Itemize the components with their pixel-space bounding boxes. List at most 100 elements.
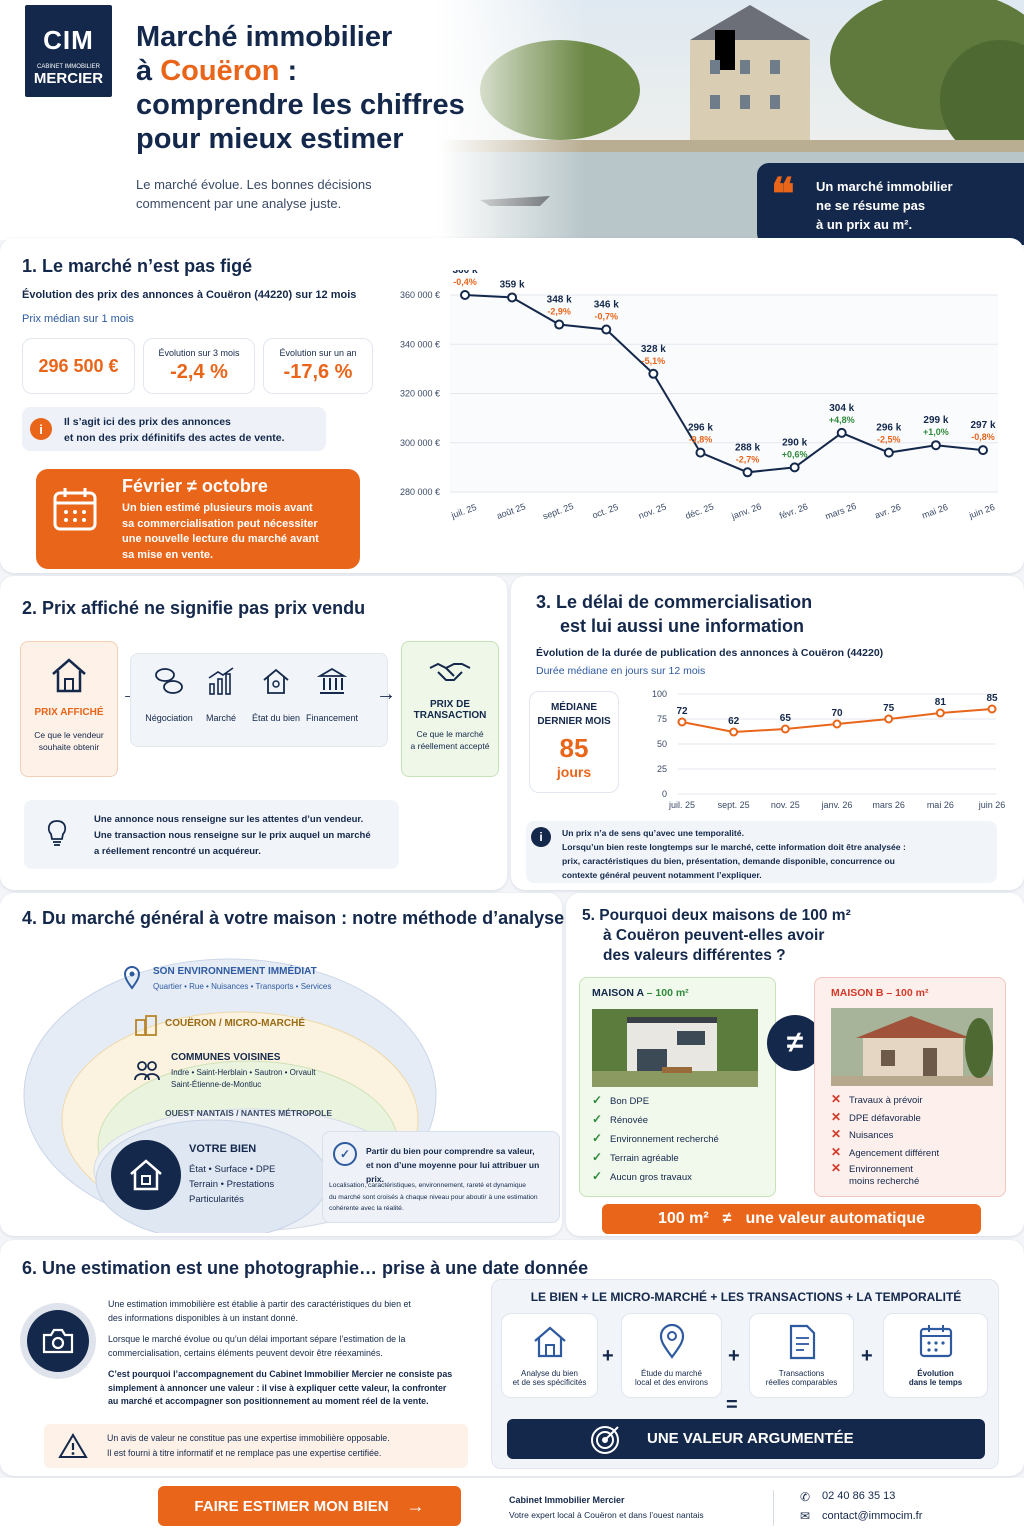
- x-tick-label: mai 26: [920, 502, 949, 521]
- change-label: +4,8%: [829, 415, 855, 425]
- change-label: -2,5%: [877, 435, 901, 445]
- x-tick-label: janv. 26: [729, 501, 762, 521]
- change-label: +1,0%: [923, 427, 949, 437]
- february-october-box: Février ≠ octobre Un bien estimé plusieu…: [36, 469, 360, 569]
- people-icon: [134, 1061, 160, 1081]
- x-tick-label: mars 26: [824, 501, 858, 522]
- info-icon: i: [531, 827, 551, 847]
- data-point: [507, 292, 518, 303]
- median-duration-box: MÉDIANE DERNIER MOIS 85 jours: [529, 691, 619, 793]
- section-6-title: 6. Une estimation est une photographie… …: [22, 1258, 589, 1278]
- formula-transactions-card: Transactions réelles comparables: [749, 1313, 854, 1398]
- property-condition-icon: [263, 668, 289, 694]
- data-point: [554, 319, 565, 330]
- company-name: Cabinet Immobilier Mercier: [509, 1495, 625, 1505]
- y-tick-label: 50: [657, 739, 667, 749]
- house-a-photo: [592, 1009, 758, 1087]
- check-icon: ✓: [592, 1112, 603, 1126]
- change-label: -5,1%: [642, 356, 666, 366]
- data-label: 85: [986, 693, 998, 704]
- data-label: 328 k: [641, 344, 666, 355]
- logo-mark: CIM: [43, 25, 94, 55]
- price-series-line: [464, 294, 984, 474]
- page-title: Marché immobilier à Couëron : comprendre…: [136, 21, 465, 155]
- x-tick-label: nov. 25: [637, 502, 668, 521]
- x-tick-label: janv. 26: [821, 800, 853, 810]
- data-label: 297 k: [970, 420, 995, 431]
- ring-metropole-title: OUEST NANTAIS / NANTES MÉTROPOLE: [165, 1108, 333, 1118]
- section-2-title: 2. Prix affiché ne signifie pas prix ven…: [22, 598, 366, 618]
- section-5-title: 5. Pourquoi deux maisons de 100 m² à Cou…: [582, 907, 851, 964]
- formula-property-card: Analyse du bien et de ses spécificités: [501, 1313, 598, 1398]
- y-tick-label: 75: [657, 714, 667, 724]
- data-point: [601, 324, 612, 335]
- change-3m-box: Évolution sur 3 mois -2,4 %: [143, 338, 255, 394]
- factors-box: Négociation Marché État du bien Financem…: [130, 653, 388, 747]
- method-box: ✓ Partir du bien pour comprendre sa vale…: [322, 1131, 560, 1223]
- y-tick-label: 300 000 €: [400, 438, 440, 448]
- calendar-icon: [919, 1325, 952, 1358]
- change-1y-box: Évolution sur un an -17,6 %: [263, 338, 373, 394]
- data-point: [935, 708, 945, 718]
- data-label: 290 k: [782, 437, 807, 448]
- y-tick-label: 320 000 €: [400, 389, 440, 399]
- x-tick-label: sept. 25: [541, 501, 575, 521]
- buildings-icon: [135, 1015, 157, 1036]
- data-label: 348 k: [547, 295, 572, 306]
- phone-link[interactable]: 02 40 86 35 13: [822, 1490, 896, 1502]
- phone-icon: ✆: [800, 1490, 811, 1504]
- median-value: 296 500 €: [38, 355, 119, 376]
- section-1-title: 1. Le marché n’est pas figé: [22, 256, 253, 276]
- data-point: [677, 717, 687, 727]
- formula-market-card: Étude du marché local et des environs: [621, 1313, 722, 1398]
- price-note: i Il s’agit ici des prix des annonces et…: [22, 407, 326, 451]
- data-label: 304 k: [829, 403, 854, 414]
- x-tick-label: mai 26: [927, 800, 954, 810]
- calendar-icon: [53, 488, 97, 531]
- house-b-card: MAISON B – 100 m² ✕ Travaux à prévoir ✕ DP…: [814, 977, 1006, 1197]
- footer-divider: [773, 1490, 774, 1526]
- duration-chart-title: Évolution de la durée de publication des…: [536, 647, 884, 659]
- ring-neighbours-sub: Indre • Saint-Herblain • Sautron • Orvau…: [171, 1068, 316, 1089]
- data-label: 296 k: [876, 423, 901, 434]
- x-tick-label: août 25: [495, 501, 527, 521]
- handshake-icon: [429, 662, 471, 681]
- y-tick-label: 0: [662, 789, 667, 799]
- data-point: [780, 724, 790, 734]
- data-label: 72: [676, 706, 688, 717]
- section-3-title: 3. Le délai de commercialisation est lui…: [536, 592, 813, 636]
- median-label: Prix médian sur 1 mois: [22, 313, 134, 325]
- change-label: -0,7%: [595, 311, 619, 321]
- data-label: 299 k: [923, 415, 948, 426]
- data-point: [742, 467, 753, 478]
- section-4-title: 4. Du marché général à votre maison : no…: [22, 908, 565, 928]
- x-tick-label: nov. 25: [771, 800, 800, 810]
- transaction-price-box: PRIX DE TRANSACTION Ce que le marché a r…: [401, 641, 499, 777]
- x-tick-label: mars 26: [872, 800, 905, 810]
- x-tick-label: oct. 25: [591, 502, 620, 521]
- target-icon: [591, 1426, 619, 1454]
- change-label: -9,8%: [689, 435, 713, 445]
- lightbulb-icon: [47, 820, 67, 846]
- house-icon: [533, 1326, 566, 1358]
- x-tick-label: juil. 25: [449, 502, 478, 521]
- x-tick-label: févr. 26: [778, 501, 809, 520]
- announcement-note: Une annonce nous renseigne sur les atten…: [24, 800, 399, 869]
- check-circle-icon: ✓: [333, 1142, 357, 1166]
- price-chart: 280 000 € 300 000 € 320 000 € 340 000 € 360 …: [400, 270, 998, 522]
- data-point: [832, 719, 842, 729]
- data-point: [695, 447, 706, 458]
- x-tick-label: juin 26: [967, 502, 996, 521]
- price-chart-title: Évolution des prix des annonces à Couëro…: [22, 289, 357, 301]
- logo-line1: CABINET IMMOBILIER: [37, 64, 100, 70]
- data-point: [836, 427, 847, 438]
- y-tick-label: 340 000 €: [400, 339, 440, 349]
- house-icon: [52, 658, 86, 693]
- estimate-cta-button[interactable]: FAIRE ESTIMER MON BIEN →: [158, 1486, 461, 1526]
- footer: [0, 1478, 1024, 1536]
- check-icon: ✓: [592, 1150, 603, 1164]
- ring-environment-sub: Quartier • Rue • Nuisances • Transports …: [153, 982, 332, 991]
- logo[interactable]: CIM CABINET IMMOBILIER MERCIER: [25, 5, 112, 97]
- arrow-icon: →: [376, 683, 396, 705]
- email-link[interactable]: contact@immocim.fr: [822, 1510, 923, 1522]
